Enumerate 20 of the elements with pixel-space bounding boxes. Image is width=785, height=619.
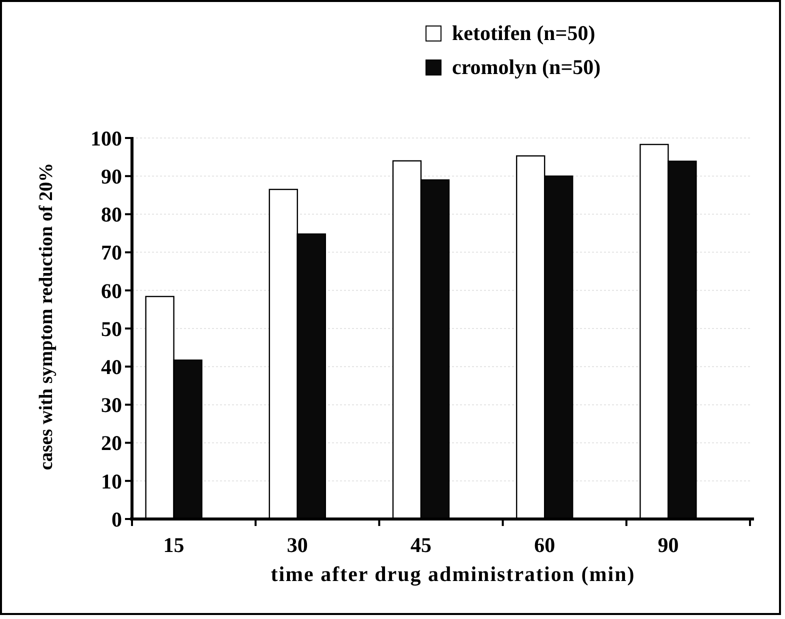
legend-label: ketotifen (n=50) [452,21,596,45]
y-tick-label: 0 [112,507,122,532]
y-tick-label: 20 [101,431,122,456]
y-tick-label: 60 [101,278,122,303]
y-tick-label: 90 [101,164,122,188]
y-tick-label: 40 [101,354,122,379]
x-tick-label: 15 [163,533,184,557]
y-tick-label: 50 [101,316,122,341]
x-tick-label: 90 [658,533,679,557]
y-tick-label: 10 [101,469,122,494]
y-tick-label: 80 [101,202,122,227]
y-tick-label: 100 [90,126,122,150]
x-tick-label: 30 [286,533,308,557]
x-tick-label: 45 [410,533,432,557]
legend-label: cromolyn (n=50) [452,55,601,79]
x-tick-label: 60 [534,533,556,557]
y-tick-label: 30 [101,393,122,418]
x-axis-title: time after drug administration (min) [270,562,636,586]
y-axis-title: cases with symptom reduction of 20% [36,162,57,470]
y-tick-label: 70 [101,240,122,265]
